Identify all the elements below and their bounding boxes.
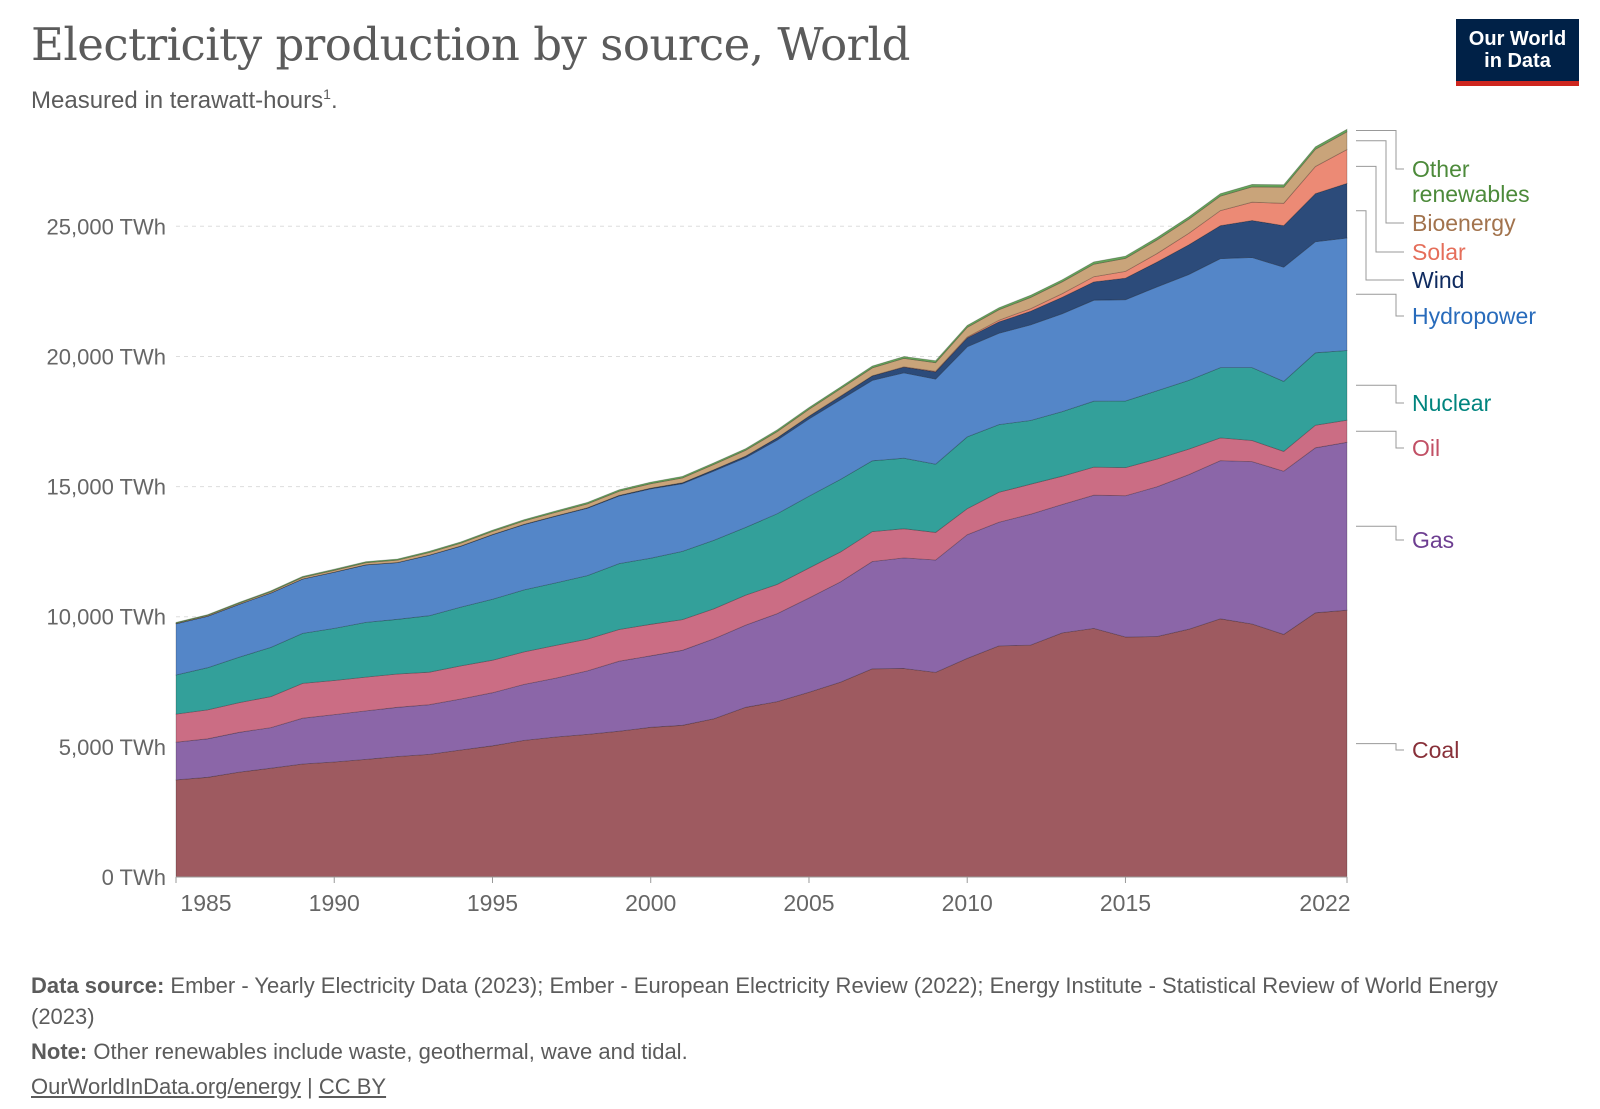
note-label: Note: [31,1039,88,1064]
source-text: Ember - Yearly Electricity Data (2023); … [31,973,1498,1029]
series-label-other-renewables: Other renewables [1412,156,1530,207]
series-label-wind: Wind [1412,267,1464,293]
subtitle-text: Measured in terawatt-hours [31,87,324,114]
label-connector [1356,210,1404,281]
data-source: Data source: Ember - Yearly Electricity … [31,970,1561,1032]
y-tick-label: 10,000 TWh [47,605,166,630]
label-connector [1356,743,1404,751]
logo-line-1: Our World [1468,28,1567,50]
license-link[interactable]: CC BY [318,1074,387,1099]
x-tick-label: 2005 [783,890,834,916]
stacked-area-chart: 0 TWh 5,000 TWh 10,000 TWh 15,000 TWh 20,000… [47,128,1536,916]
series-label-hydropower: Hydropower [1412,303,1536,329]
y-tick-label: 0 TWh [102,865,166,890]
x-tick-label: 1985 [180,890,231,916]
x-tick-label: 2000 [625,890,676,916]
axes: 0 TWh 5,000 TWh 10,000 TWh 15,000 TWh 20,000… [47,214,1351,916]
area-other-renewables[interactable] [175,128,1348,624]
note-text: Other renewables include waste, geotherm… [93,1039,688,1064]
area-oil[interactable] [175,419,1348,743]
label-connector [1356,165,1404,253]
y-tick-label: 20,000 TWh [47,344,166,369]
x-tick-label: 2015 [1100,890,1151,916]
chart-footer: Data source: Ember - Yearly Electricity … [31,970,1561,1106]
label-connector [1356,384,1404,404]
series-label-coal: Coal [1412,737,1459,763]
source-label: Data source: [31,973,165,998]
area-layers [175,128,1348,878]
chart-title: Electricity production by source, World [31,18,910,71]
x-tick-label: 1990 [309,890,360,916]
label-connector [1356,130,1404,170]
footnote-marker: 1 [323,86,331,102]
y-tick-label: 15,000 TWh [47,475,166,500]
logo-line-2: in Data [1484,50,1551,72]
subtitle-period: . [330,87,338,114]
series-label-bioenergy: Bioenergy [1412,210,1516,236]
series-label-oil: Oil [1412,435,1440,461]
x-tick-label: 2010 [942,890,993,916]
link-separator: | [306,1074,313,1099]
y-tick-label: 25,000 TWh [47,214,166,239]
owid-energy-link[interactable]: OurWorldInData.org/energy [31,1074,301,1099]
chart-subtitle: Measured in terawatt-hours1. [31,86,338,115]
x-tick-label: 2022 [1299,890,1350,916]
area-bioenergy[interactable] [175,131,1348,625]
owid-logo[interactable]: Our World in Data [1456,19,1579,86]
y-tick-label: 5,000 TWh [59,735,166,760]
label-connector [1356,525,1404,541]
x-tick-label: 1995 [467,890,518,916]
label-connector [1356,430,1404,449]
label-connector [1356,140,1404,224]
series-label-nuclear: Nuclear [1412,390,1492,416]
series-label-gas: Gas [1412,527,1454,553]
label-connector [1356,293,1404,317]
links: OurWorldInData.org/energy | CC BY [31,1071,1561,1102]
series-label-solar: Solar [1412,239,1466,265]
note: Note: Other renewables include waste, ge… [31,1036,1561,1067]
